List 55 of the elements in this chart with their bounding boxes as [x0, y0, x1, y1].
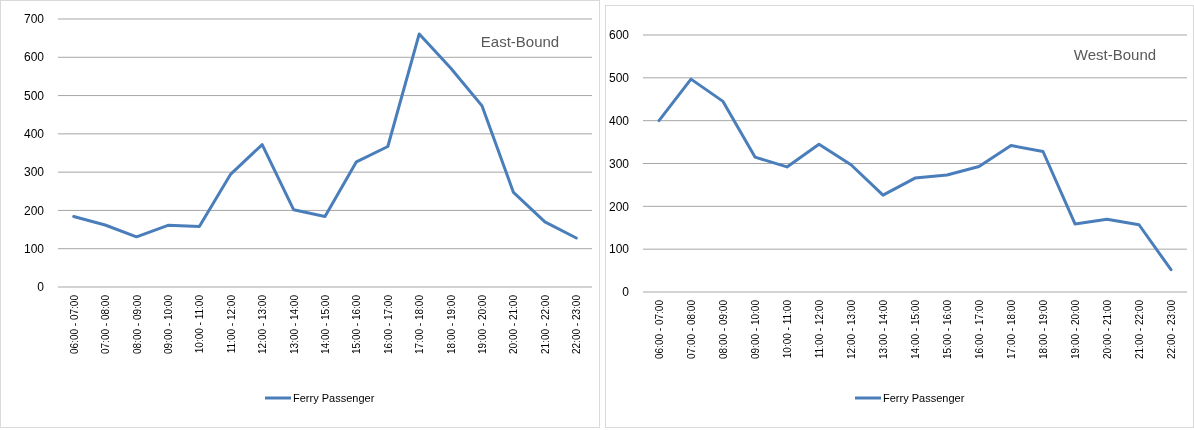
y-tick-label: 100 — [23, 241, 45, 256]
x-tick-label: 09:00 - 10:00 — [750, 299, 761, 359]
x-tick-label: 10:00 - 11:00 — [782, 299, 793, 359]
x-tick-label: 07:00 - 08:00 — [686, 299, 697, 359]
x-tick-label: 22:00 - 23:00 — [571, 294, 583, 354]
annotation: West-Bound — [1073, 46, 1157, 63]
x-tick-label: 13:00 - 14:00 — [878, 299, 889, 359]
line-series — [657, 77, 1173, 272]
y-tick-label: 200 — [23, 203, 45, 218]
x-tick-label: 06:00 - 07:00 — [654, 299, 665, 359]
y-tick-label: 600 — [608, 28, 630, 43]
x-tick-label: 17:00 - 18:00 — [1006, 299, 1017, 359]
x-tick-label: 18:00 - 19:00 — [445, 294, 457, 354]
x-tick-label: 20:00 - 21:00 — [508, 294, 520, 354]
x-tick-label: 18:00 - 19:00 — [1038, 299, 1049, 359]
x-tick-label: 13:00 - 14:00 — [288, 294, 300, 354]
x-tick-label: 11:00 - 12:00 — [814, 299, 825, 359]
x-tick-label: 07:00 - 08:00 — [100, 294, 112, 354]
x-tick-label: 08:00 - 09:00 — [718, 299, 729, 359]
y-tick-label: 600 — [23, 50, 45, 65]
x-tick-label: 06:00 - 07:00 — [68, 294, 80, 354]
x-tick-label: 15:00 - 16:00 — [942, 299, 953, 359]
legend-label: Ferry Passenger — [293, 391, 375, 404]
x-tick-label: 17:00 - 18:00 — [414, 294, 426, 354]
y-tick-label: 400 — [608, 113, 630, 128]
y-tick-label: 200 — [608, 199, 630, 214]
y-tick-label: 500 — [23, 88, 45, 103]
y-tick-label: 300 — [608, 156, 630, 171]
x-tick-label: 22:00 - 23:00 — [1166, 299, 1177, 359]
x-tick-label: 10:00 - 11:00 — [194, 294, 206, 354]
annotation: East-Bound — [480, 33, 560, 50]
x-tick-label: 12:00 - 13:00 — [846, 299, 857, 359]
x-tick-label: 16:00 - 17:00 — [382, 294, 394, 354]
y-tick-label: 0 — [622, 285, 630, 300]
x-tick-label: 19:00 - 20:00 — [477, 294, 489, 354]
x-tick-label: 16:00 - 17:00 — [974, 299, 985, 359]
legend-label: Ferry Passenger — [883, 391, 965, 404]
y-tick-label: 100 — [608, 242, 630, 257]
y-tick-label: 700 — [23, 12, 45, 27]
x-tick-label: 14:00 - 15:00 — [320, 294, 331, 354]
x-tick-label: 21:00 - 22:00 — [1134, 299, 1145, 359]
x-tick-label: 14:00 - 15:00 — [910, 299, 921, 359]
x-tick-label: 20:00 - 21:00 — [1102, 299, 1113, 359]
x-tick-label: 21:00 - 22:00 — [539, 294, 551, 354]
x-tick-label: 19:00 - 20:00 — [1070, 299, 1081, 359]
x-tick-label: 15:00 - 16:00 — [351, 294, 363, 354]
x-tick-label: 09:00 - 10:00 — [162, 294, 174, 354]
x-tick-label: 08:00 - 09:00 — [131, 294, 143, 354]
line-series — [72, 32, 578, 240]
x-tick-label: 12:00 - 13:00 — [257, 294, 269, 354]
y-tick-label: 400 — [23, 127, 45, 142]
y-tick-label: 0 — [37, 280, 45, 295]
y-tick-label: 300 — [23, 165, 45, 180]
y-tick-label: 500 — [608, 71, 630, 86]
x-tick-label: 11:00 - 12:00 — [225, 294, 237, 354]
